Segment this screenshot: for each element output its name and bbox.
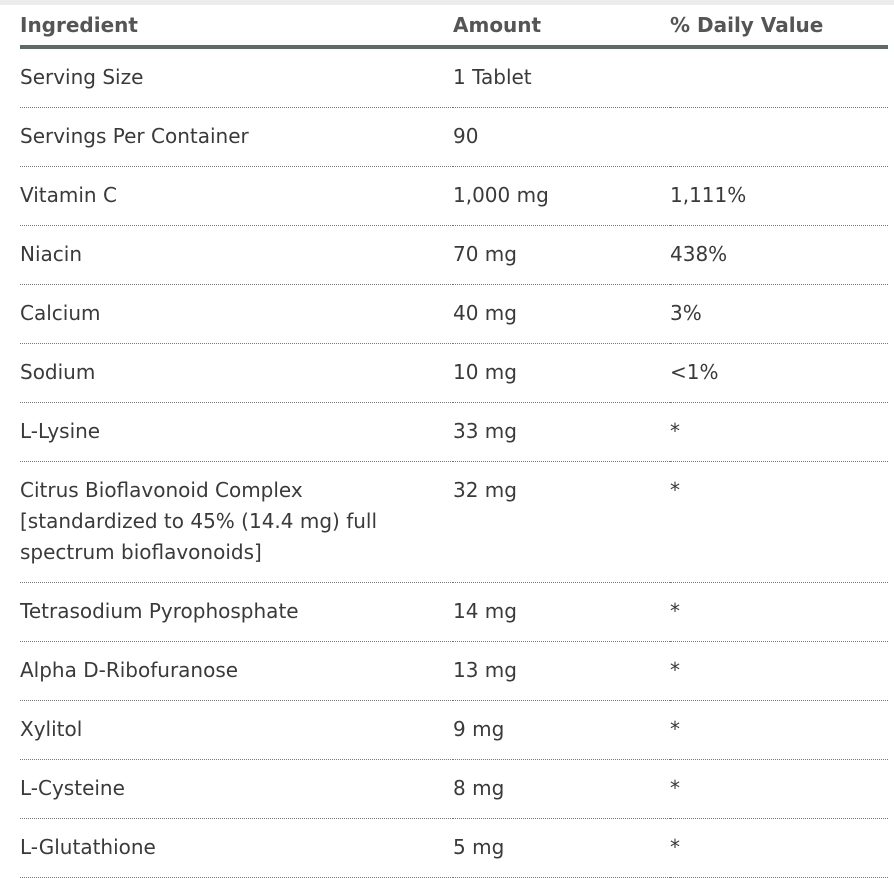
table-cell: 40 mg xyxy=(453,284,670,344)
table-cell: 33 mg xyxy=(453,402,670,462)
table-cell: 9 mg xyxy=(453,700,670,760)
column-header: Amount xyxy=(453,5,670,49)
table-cell: L-Glutathione xyxy=(20,818,453,878)
table-cell: * xyxy=(670,818,888,878)
table-cell: L-Cysteine xyxy=(20,759,453,819)
table-cell: 90 xyxy=(453,107,670,167)
table-cell: * xyxy=(670,700,888,760)
table-cell: Servings Per Container xyxy=(20,107,453,167)
table-cell: * xyxy=(670,461,888,583)
table-cell: 14 mg xyxy=(453,582,670,642)
table-cell xyxy=(670,107,888,167)
table-row: Calcium 40 mg 3% xyxy=(20,284,888,344)
table-row: Sodium 10 mg <1% xyxy=(20,343,888,403)
table-row: Tetrasodium Pyrophosphate 14 mg * xyxy=(20,582,888,642)
table-cell: * xyxy=(670,582,888,642)
table-row: L-Lysine 33 mg * xyxy=(20,402,888,462)
table-cell: 5 mg xyxy=(453,818,670,878)
table-cell: 1,111% xyxy=(670,166,888,226)
table-cell: 70 mg xyxy=(453,225,670,285)
table-cell: Xylitol xyxy=(20,700,453,760)
table-cell: 3% xyxy=(670,284,888,344)
table-cell: Tetrasodium Pyrophosphate xyxy=(20,582,453,642)
table-cell: 10 mg xyxy=(453,343,670,403)
table-cell: 1,000 mg xyxy=(453,166,670,226)
table-cell xyxy=(670,47,888,108)
table-cell: Citrus Bioflavonoid Complex [standardize… xyxy=(20,461,453,583)
table-row: Servings Per Container 90 xyxy=(20,107,888,167)
table-row: Niacin 70 mg 438% xyxy=(20,225,888,285)
table-cell: <1% xyxy=(670,343,888,403)
table-cell: 438% xyxy=(670,225,888,285)
table-cell: Calcium xyxy=(20,284,453,344)
table-row: Citrus Bioflavonoid Complex [standardize… xyxy=(20,461,888,583)
table-cell: Alpha D-Ribofuranose xyxy=(20,641,453,701)
table-row: Xylitol 9 mg * xyxy=(20,700,888,760)
table-row: Serving Size 1 Tablet xyxy=(20,47,888,108)
table-cell: Serving Size xyxy=(20,47,453,108)
table-row: L-Cysteine 8 mg * xyxy=(20,759,888,819)
table-cell: Niacin xyxy=(20,225,453,285)
column-header: % Daily Value xyxy=(670,5,888,49)
table-cell: * xyxy=(670,641,888,701)
nutrition-table: Ingredient Amount% Daily Value Serving Si… xyxy=(20,5,888,878)
table-row: L-Glutathione 5 mg * xyxy=(20,818,888,878)
table-row: Vitamin C 1,000 mg 1,111% xyxy=(20,166,888,226)
table-cell: * xyxy=(670,402,888,462)
table-row: Alpha D-Ribofuranose 13 mg * xyxy=(20,641,888,701)
table-cell: 32 mg xyxy=(453,461,670,583)
table-cell: L-Lysine xyxy=(20,402,453,462)
table-cell: 1 Tablet xyxy=(453,47,670,108)
table-cell: Sodium xyxy=(20,343,453,403)
top-bar xyxy=(0,0,894,5)
table-cell: * xyxy=(670,759,888,819)
column-header: Ingredient xyxy=(20,5,453,49)
table-cell: 8 mg xyxy=(453,759,670,819)
table-cell: Vitamin C xyxy=(20,166,453,226)
header-row: Ingredient Amount% Daily Value xyxy=(20,5,888,49)
table-cell: 13 mg xyxy=(453,641,670,701)
